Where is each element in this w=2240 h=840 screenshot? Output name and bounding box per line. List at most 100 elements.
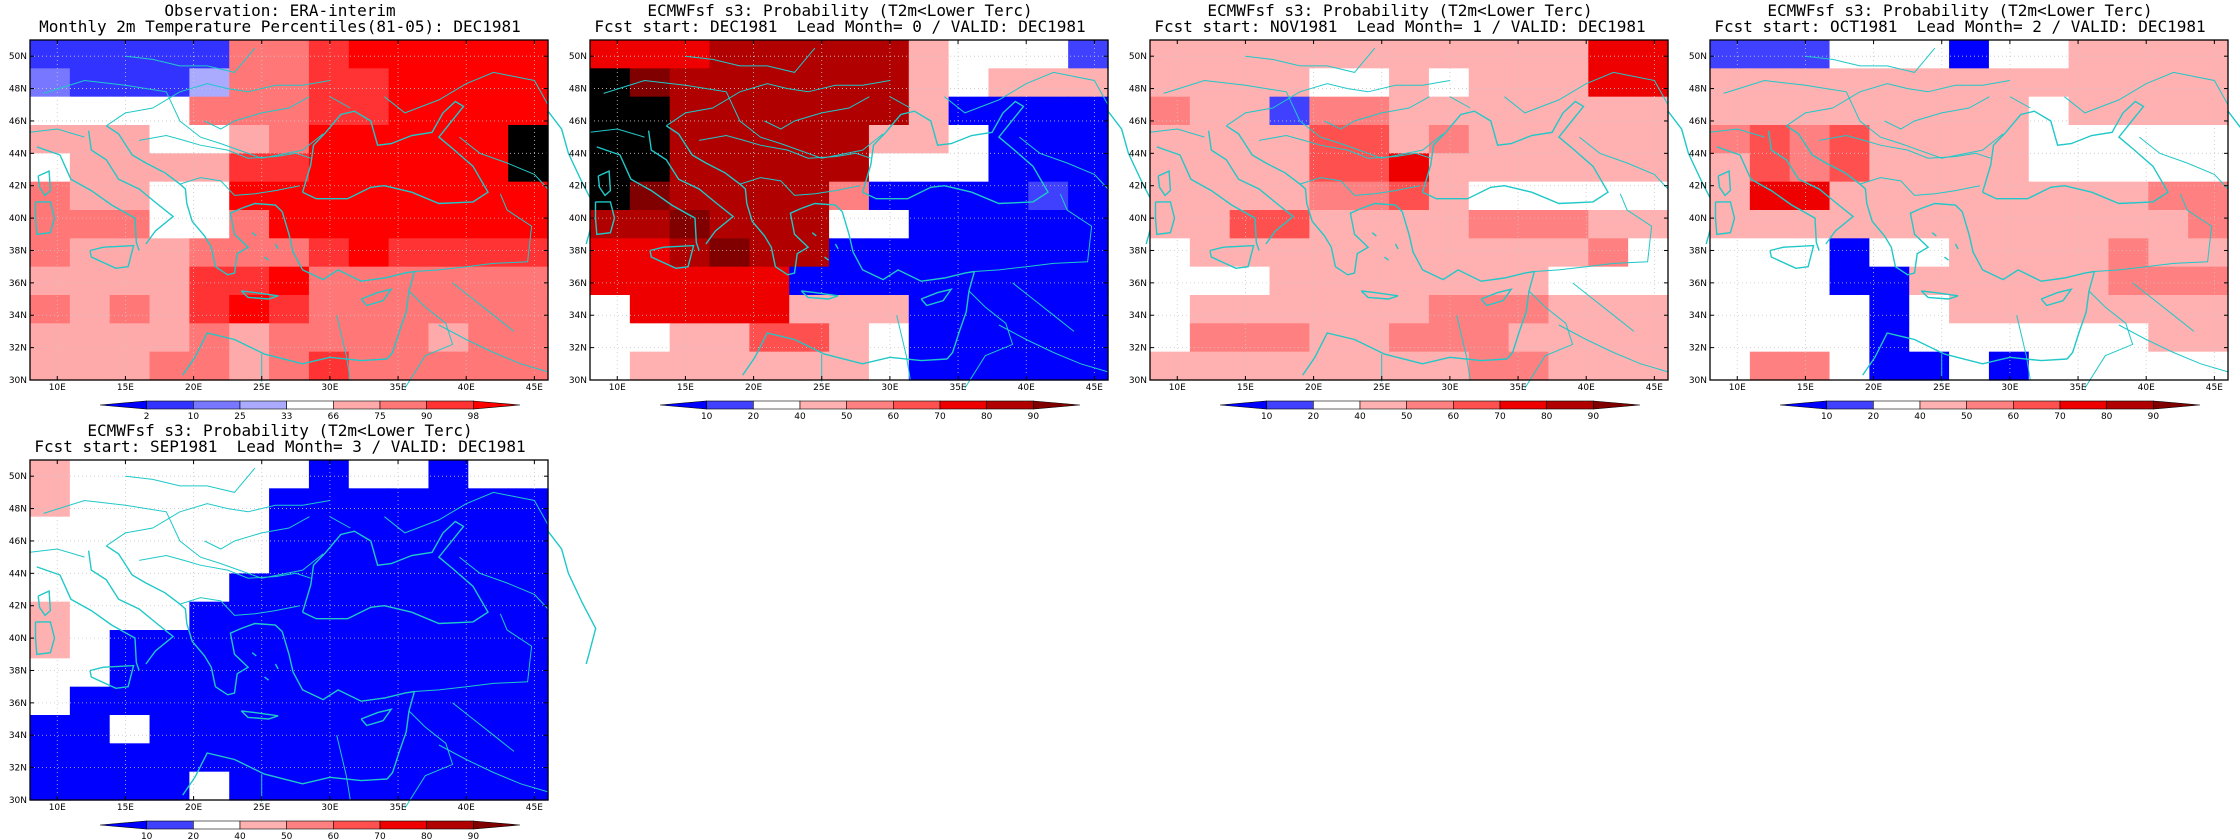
heatmap-cell [1508, 153, 1550, 183]
heatmap-cell [948, 238, 990, 268]
heatmap-cell [1588, 295, 1629, 324]
heatmap-cell [1150, 351, 1191, 381]
heatmap-cell [428, 210, 469, 239]
heatmap-cell [508, 40, 549, 69]
heatmap-cell [189, 488, 230, 518]
heatmap-cell [908, 40, 950, 69]
y-tick-label: 32N [9, 764, 27, 774]
heatmap-cell [189, 516, 230, 546]
heatmap-cell [468, 630, 509, 659]
heatmap-cell [468, 460, 509, 489]
y-tick-label: 44N [9, 149, 27, 159]
gridlines [1150, 40, 1668, 381]
heatmap-cell [1150, 238, 1191, 268]
heatmap-cell [109, 686, 151, 716]
heatmap-cell [988, 351, 1029, 381]
heatmap-cell [149, 630, 190, 659]
coastline [37, 170, 52, 197]
heatmap-cell [30, 460, 71, 489]
heatmap-cell [269, 125, 310, 154]
heatmap-cell [308, 181, 350, 211]
coastline [1716, 146, 1820, 251]
heatmap-cell [1909, 125, 1950, 154]
heatmap-cell [1949, 351, 1990, 381]
heatmap-cell [709, 351, 750, 381]
x-tick-label: 35E [389, 383, 406, 393]
heatmap-cell [1829, 266, 1870, 296]
heatmap-cell [829, 153, 870, 183]
x-tick-label: 45E [2206, 383, 2223, 393]
heatmap-cell [189, 715, 230, 744]
coastline [34, 621, 56, 656]
heatmap-cell [669, 96, 711, 126]
coastline [1931, 232, 1937, 237]
colorbar-swatch [1359, 400, 1407, 410]
heatmap-cell [1628, 295, 1669, 324]
heatmap-cell [1468, 125, 1510, 154]
heatmap-cell [2148, 153, 2189, 183]
colorbar-label: 70 [374, 832, 386, 840]
colorbar-label: 50 [1961, 412, 1973, 422]
heatmap-cell [1150, 125, 1191, 154]
x-tick-label: 30E [881, 383, 898, 393]
heatmap-cell [508, 545, 549, 574]
heatmap-cell [1349, 181, 1390, 211]
border-line [2094, 193, 2213, 272]
y-tick-label: 38N [1689, 246, 1707, 256]
heatmap-cell [30, 266, 71, 296]
heatmap-cell [69, 686, 111, 716]
coastline [834, 243, 839, 250]
colorbar-swatch [2153, 400, 2201, 410]
heatmap-cell [1869, 295, 1910, 324]
y-tick-label: 36N [9, 279, 27, 289]
heatmap-cell [428, 68, 469, 98]
heatmap-cell [868, 266, 910, 296]
heatmap-cell [229, 771, 270, 801]
heatmap-cell [1588, 153, 1629, 183]
x-tick-label: 40E [2138, 383, 2155, 393]
heatmap-cell [508, 181, 549, 211]
y-tick-label: 30N [9, 376, 27, 386]
coastline [34, 201, 56, 236]
coastline [1895, 202, 1963, 276]
heatmap-cell [428, 573, 469, 603]
heatmap-cell [109, 181, 151, 211]
heatmap-cell [189, 295, 230, 324]
heatmap-cell [1349, 351, 1390, 381]
heatmap-cell [2188, 295, 2229, 324]
border-line [414, 613, 533, 692]
coastline [1157, 170, 1172, 197]
heatmap-cell [590, 266, 631, 296]
heatmap-cell [388, 40, 430, 69]
heatmap-cell [69, 715, 111, 744]
river-line [1149, 128, 1205, 138]
y-tick-label: 30N [1129, 376, 1147, 386]
coastline [1954, 243, 1959, 250]
coastline [1944, 256, 1950, 261]
y-tick-label: 42N [569, 182, 587, 192]
heatmap-cell [988, 181, 1029, 211]
heatmap-cell [1428, 181, 1470, 211]
x-tick-label: 40E [1018, 383, 1035, 393]
heatmap-cell [229, 630, 270, 659]
heatmap-cell [789, 266, 830, 296]
colorbar: 2 10 25 33 66 75 90 98 [99, 400, 521, 422]
heatmap-cell [149, 351, 190, 381]
heatmap-cell [1548, 295, 1589, 324]
heatmap-cell [1389, 181, 1430, 211]
heatmap-cell [308, 658, 350, 688]
heatmap-cells [30, 460, 549, 801]
coastline [1506, 271, 1536, 360]
coastline [36, 566, 140, 671]
heatmap-cell [149, 545, 190, 574]
heatmap-cell [269, 460, 310, 489]
coastline [182, 752, 388, 796]
border-line [1259, 134, 1431, 159]
y-tick-label: 40N [1129, 214, 1147, 224]
x-tick-label: 15E [1797, 383, 1814, 393]
heatmap-cell [1428, 40, 1470, 69]
river-line [1449, 96, 1471, 109]
heatmap-cell [30, 351, 71, 381]
heatmap-cell [1829, 351, 1870, 381]
heatmap-cell [308, 460, 350, 489]
